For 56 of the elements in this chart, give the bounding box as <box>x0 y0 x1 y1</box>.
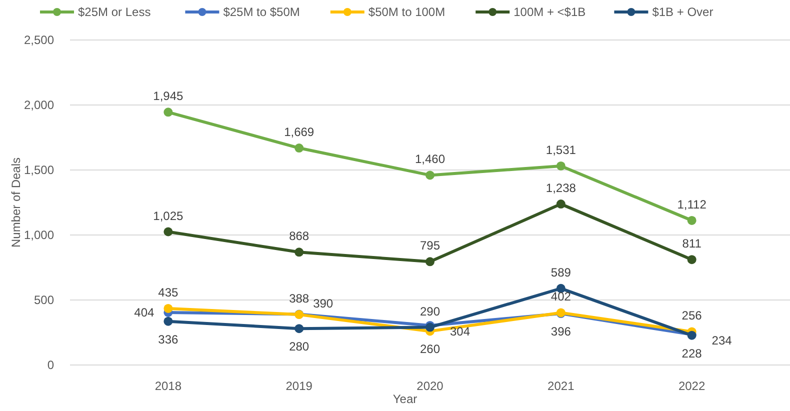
y-tick-label: 2,500 <box>24 33 54 48</box>
point <box>687 255 696 264</box>
point <box>294 144 304 153</box>
legend-label: $50M to 100M <box>368 5 446 20</box>
x-tick-label: 2022 <box>678 379 706 394</box>
data-label: 256 <box>682 308 702 323</box>
data-label: 1,460 <box>414 152 446 166</box>
data-label: 1,112 <box>677 197 707 212</box>
data-label: 1,945 <box>153 89 184 104</box>
data-label: 1,669 <box>284 125 314 140</box>
y-axis-title: Number of Deals <box>9 157 23 248</box>
x-tick-label: 2021 <box>548 379 575 394</box>
point <box>426 170 434 180</box>
y-tick-label: 500 <box>34 293 54 308</box>
data-label: 1,025 <box>153 208 184 223</box>
legend-label: $25M to $50M <box>223 5 300 20</box>
point <box>164 108 173 117</box>
point <box>687 216 696 225</box>
data-label: 388 <box>289 292 310 306</box>
y-tick-label: 1,500 <box>24 163 54 178</box>
point <box>164 227 173 236</box>
x-axis-title: Year <box>392 392 418 406</box>
legend-label: 100M + <$1B <box>514 5 586 20</box>
legend-label: $25M or Less <box>78 5 151 20</box>
data-label: 228 <box>682 346 702 360</box>
data-label: 396 <box>550 324 572 339</box>
data-label: 304 <box>450 324 470 338</box>
data-label: 1,238 <box>546 181 576 196</box>
point <box>294 324 304 334</box>
point <box>294 248 304 257</box>
point <box>164 304 173 313</box>
data-label: 290 <box>420 304 440 318</box>
y-tick-label: 1,000 <box>24 228 54 242</box>
x-tick-label: 2018 <box>154 379 182 394</box>
data-label: 402 <box>550 290 572 304</box>
data-label: 868 <box>289 229 310 244</box>
point <box>164 316 173 326</box>
point <box>556 161 566 170</box>
data-label: 589 <box>550 265 572 280</box>
data-label: 390 <box>313 296 334 310</box>
data-label: 435 <box>158 285 179 300</box>
x-tick-label: 2019 <box>286 379 313 394</box>
data-label: 1,531 <box>546 142 576 157</box>
data-label: 404 <box>134 305 155 320</box>
x-tick-label: 2020 <box>416 379 444 394</box>
data-label: 336 <box>158 332 179 346</box>
point <box>426 257 434 266</box>
y-tick-label: 0 <box>47 358 54 372</box>
legend-label: $1B + Over <box>652 5 714 20</box>
y-tick-label: 2,000 <box>24 98 54 112</box>
data-label: 234 <box>712 334 732 348</box>
data-label: 795 <box>420 238 440 253</box>
data-label: 280 <box>289 340 310 354</box>
data-label: 260 <box>420 342 440 356</box>
data-label: 811 <box>682 236 702 251</box>
point <box>556 200 566 209</box>
